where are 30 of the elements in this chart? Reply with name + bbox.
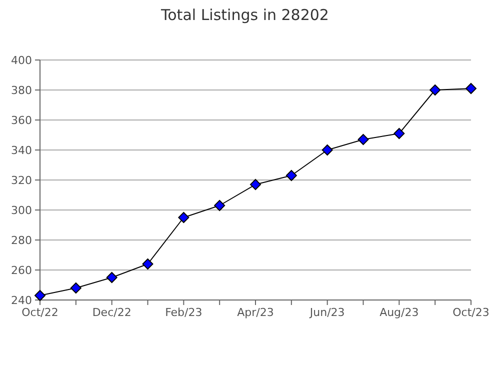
point: [466, 83, 476, 94]
y-tick-label: 400: [11, 54, 32, 67]
x-tick-label: Dec/22: [92, 306, 132, 319]
y-tick-label: 300: [11, 204, 32, 217]
y-tick-label: 240: [11, 294, 32, 307]
x-tick-label: Aug/23: [380, 306, 419, 319]
point: [214, 200, 226, 211]
point: [286, 170, 297, 181]
point: [106, 272, 118, 283]
point: [358, 134, 369, 145]
point: [178, 212, 190, 223]
x-tick-label: Feb/23: [165, 306, 202, 319]
point: [322, 144, 333, 156]
y-tick-label: 340: [11, 144, 32, 157]
point: [430, 84, 441, 96]
point: [142, 258, 154, 270]
y-tick-label: 320: [11, 174, 32, 187]
x-tick-label: Oct/22: [22, 306, 58, 319]
point: [70, 282, 82, 294]
x-tick-label: Apr/23: [237, 306, 274, 319]
y-tick-label: 360: [11, 114, 32, 127]
point: [34, 290, 46, 301]
x-tick-label: Oct/23: [452, 306, 490, 319]
y-tick-label: 280: [11, 234, 32, 247]
x-tick-label: Jun/23: [308, 306, 345, 319]
y-tick-label: 260: [11, 264, 32, 277]
y-tick-label: 380: [11, 84, 32, 97]
point: [394, 128, 405, 139]
chart-title: Total Listings in 28202: [160, 6, 329, 24]
point: [250, 179, 261, 190]
